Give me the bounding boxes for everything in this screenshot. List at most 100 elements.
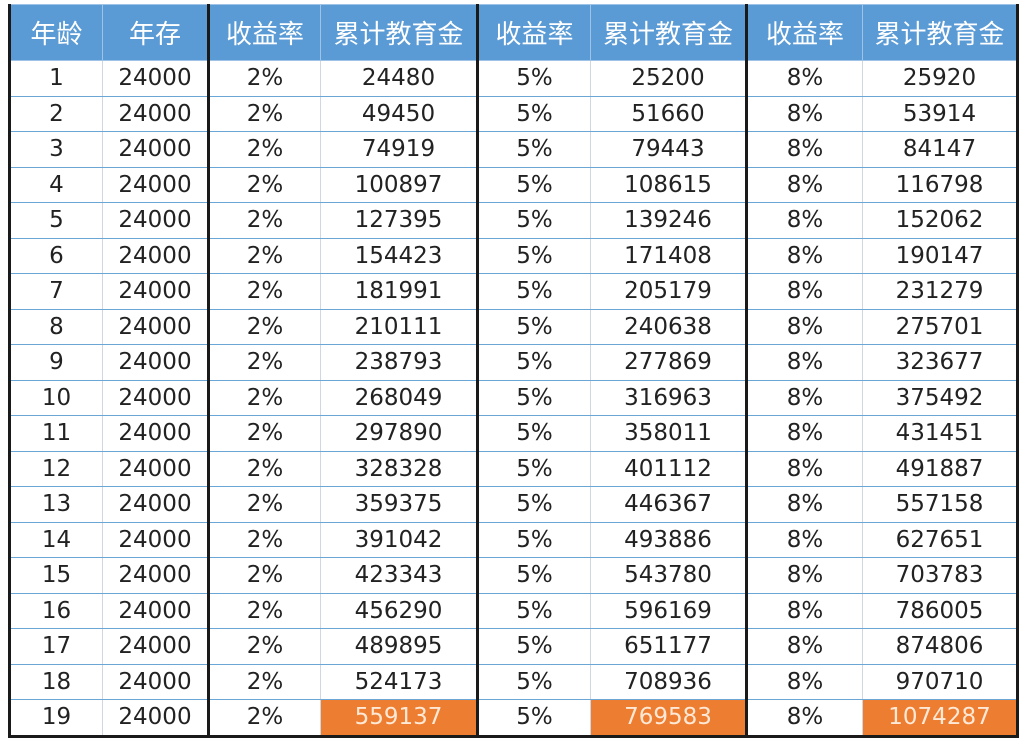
cell-fund-8: 431451 [862, 415, 1019, 452]
cell-annual-deposit: 24000 [102, 450, 209, 487]
table-row: 6 24000 2% 154423 5% 171408 8% 190147 [8, 237, 1019, 274]
table-row: 16 24000 2% 456290 5% 596169 8% 786005 [8, 592, 1019, 629]
cell-fund-8: 874806 [862, 628, 1019, 665]
table-row: 4 24000 2% 100897 5% 108615 8% 116798 [8, 166, 1019, 203]
cell-rate-8: 8% [745, 628, 863, 665]
cell-rate-2: 2% [207, 344, 321, 381]
cell-rate-5: 5% [476, 95, 591, 132]
header-age: 年龄 [8, 4, 103, 61]
cell-rate-8: 8% [745, 415, 863, 452]
cell-fund-5: 25200 [590, 60, 747, 97]
header-fund-8: 累计教育金 [862, 4, 1019, 61]
cell-rate-8: 8% [745, 344, 863, 381]
cell-rate-2: 2% [207, 415, 321, 452]
cell-rate-8: 8% [745, 273, 863, 310]
cell-fund-5: 708936 [590, 663, 747, 700]
cell-rate-2: 2% [207, 166, 321, 203]
cell-age: 16 [8, 592, 103, 629]
cell-fund-2: 423343 [320, 557, 478, 594]
cell-rate-2: 2% [207, 521, 321, 558]
cell-fund-5: 358011 [590, 415, 747, 452]
cell-fund-2: 210111 [320, 308, 478, 345]
cell-rate-8: 8% [745, 450, 863, 487]
header-fund-2: 累计教育金 [320, 4, 478, 61]
cell-rate-5: 5% [476, 131, 591, 168]
cell-rate-5: 5% [476, 308, 591, 345]
cell-rate-8: 8% [745, 60, 863, 97]
cell-annual-deposit: 24000 [102, 379, 209, 416]
cell-fund-5: 446367 [590, 486, 747, 523]
cell-fund-2: 268049 [320, 379, 478, 416]
table-row: 2 24000 2% 49450 5% 51660 8% 53914 [8, 95, 1019, 132]
cell-rate-5: 5% [476, 166, 591, 203]
cell-fund-8: 786005 [862, 592, 1019, 629]
header-rate-5: 收益率 [476, 4, 591, 61]
cell-rate-8: 8% [745, 699, 863, 738]
cell-fund-2: 391042 [320, 521, 478, 558]
cell-fund-8: 323677 [862, 344, 1019, 381]
cell-fund-2: 489895 [320, 628, 478, 665]
cell-annual-deposit: 24000 [102, 273, 209, 310]
cell-annual-deposit: 24000 [102, 592, 209, 629]
cell-rate-5: 5% [476, 628, 591, 665]
header-fund-5: 累计教育金 [590, 4, 747, 61]
cell-age: 17 [8, 628, 103, 665]
cell-age: 18 [8, 663, 103, 700]
cell-annual-deposit: 24000 [102, 308, 209, 345]
cell-rate-5: 5% [476, 60, 591, 97]
cell-rate-2: 2% [207, 273, 321, 310]
cell-fund-5: 139246 [590, 202, 747, 239]
cell-rate-5: 5% [476, 237, 591, 274]
cell-fund-2: 127395 [320, 202, 478, 239]
cell-age: 19 [8, 699, 103, 738]
cell-rate-2: 2% [207, 450, 321, 487]
cell-fund-5: 108615 [590, 166, 747, 203]
cell-fund-8: 375492 [862, 379, 1019, 416]
cell-annual-deposit: 24000 [102, 131, 209, 168]
cell-fund-8: 627651 [862, 521, 1019, 558]
cell-fund-5: 769583 [590, 699, 747, 738]
cell-fund-5: 240638 [590, 308, 747, 345]
cell-annual-deposit: 24000 [102, 628, 209, 665]
cell-fund-8: 703783 [862, 557, 1019, 594]
cell-fund-5: 493886 [590, 521, 747, 558]
cell-rate-2: 2% [207, 592, 321, 629]
cell-fund-2: 297890 [320, 415, 478, 452]
cell-rate-2: 2% [207, 486, 321, 523]
cell-fund-2: 238793 [320, 344, 478, 381]
table-row: 8 24000 2% 210111 5% 240638 8% 275701 [8, 308, 1019, 345]
cell-fund-5: 79443 [590, 131, 747, 168]
cell-fund-5: 596169 [590, 592, 747, 629]
cell-fund-8: 152062 [862, 202, 1019, 239]
cell-rate-5: 5% [476, 521, 591, 558]
cell-fund-2: 24480 [320, 60, 478, 97]
cell-fund-2: 181991 [320, 273, 478, 310]
cell-annual-deposit: 24000 [102, 486, 209, 523]
cell-annual-deposit: 24000 [102, 557, 209, 594]
cell-fund-8: 84147 [862, 131, 1019, 168]
cell-rate-8: 8% [745, 166, 863, 203]
cell-fund-5: 316963 [590, 379, 747, 416]
cell-age: 4 [8, 166, 103, 203]
cell-fund-8: 491887 [862, 450, 1019, 487]
cell-annual-deposit: 24000 [102, 344, 209, 381]
cell-fund-8: 190147 [862, 237, 1019, 274]
cell-rate-5: 5% [476, 450, 591, 487]
cell-fund-8: 275701 [862, 308, 1019, 345]
cell-fund-5: 51660 [590, 95, 747, 132]
cell-fund-8: 1074287 [862, 699, 1019, 738]
table-row: 13 24000 2% 359375 5% 446367 8% 557158 [8, 486, 1019, 523]
cell-annual-deposit: 24000 [102, 663, 209, 700]
cell-rate-5: 5% [476, 663, 591, 700]
table-row: 14 24000 2% 391042 5% 493886 8% 627651 [8, 521, 1019, 558]
cell-age: 6 [8, 237, 103, 274]
cell-age: 9 [8, 344, 103, 381]
cell-rate-8: 8% [745, 486, 863, 523]
cell-rate-8: 8% [745, 592, 863, 629]
cell-fund-5: 205179 [590, 273, 747, 310]
cell-age: 2 [8, 95, 103, 132]
cell-fund-8: 116798 [862, 166, 1019, 203]
cell-rate-8: 8% [745, 379, 863, 416]
cell-rate-2: 2% [207, 237, 321, 274]
cell-rate-2: 2% [207, 131, 321, 168]
